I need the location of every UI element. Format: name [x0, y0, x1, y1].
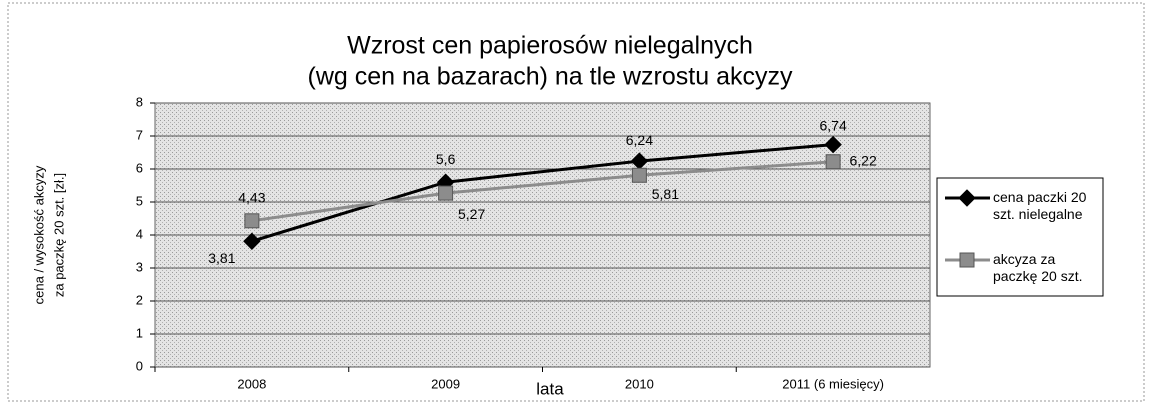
x-tick-label: 2009	[431, 376, 460, 391]
chart-title: (wg cen na bazarach) na tle wzrostu akcy…	[308, 63, 793, 91]
point	[959, 252, 975, 268]
y-tick-label: 8	[136, 94, 143, 109]
series-line	[251, 160, 834, 223]
legend-entry: akcyza za paczkę 20 szt.	[993, 251, 1083, 284]
y-tick-label: 5	[136, 193, 143, 208]
data-label: 5,6	[436, 151, 456, 167]
point	[438, 185, 454, 201]
series-line	[251, 143, 834, 243]
chart-title: Wzrost cen papierosów nielegalnych	[347, 32, 753, 60]
point	[824, 135, 842, 154]
data-label: 6,24	[626, 132, 653, 148]
y-axis-label: cena / wysokość akcyzy	[31, 165, 46, 304]
legend-label: cena paczki 20 szt. nielegalne	[993, 189, 1087, 222]
y-axis-label: za paczkę 20 szt. [zł.]	[51, 173, 66, 297]
point	[244, 213, 260, 229]
point	[243, 232, 261, 250]
point	[825, 154, 841, 170]
y-tick-label: 6	[136, 160, 143, 175]
data-label: 4,43	[238, 190, 265, 206]
y-tick-label: 7	[136, 127, 143, 142]
x-tick-label: 2008	[237, 376, 266, 391]
y-tick-label: 2	[136, 292, 143, 307]
x-tick-label: 2010	[625, 376, 654, 391]
data-label: 6,22	[850, 152, 877, 168]
legend-label: akcyza za paczkę 20 szt.	[993, 251, 1083, 284]
y-tick-label: 0	[136, 358, 143, 373]
y-tick-label: 4	[136, 226, 143, 241]
x-tick-label: 2011 (6 miesięcy)	[782, 376, 884, 391]
x-axis-label: lata	[536, 379, 564, 398]
data-label: 5,27	[458, 206, 485, 222]
y-tick-label: 1	[136, 325, 143, 340]
point	[958, 189, 976, 207]
data-label: 6,74	[820, 117, 847, 133]
y-tick-label: 3	[136, 259, 143, 274]
data-label: 5,81	[652, 186, 679, 202]
legend-entry: cena paczki 20 szt. nielegalne	[993, 189, 1087, 222]
data-label: 3,81	[208, 250, 235, 266]
point	[631, 167, 647, 183]
